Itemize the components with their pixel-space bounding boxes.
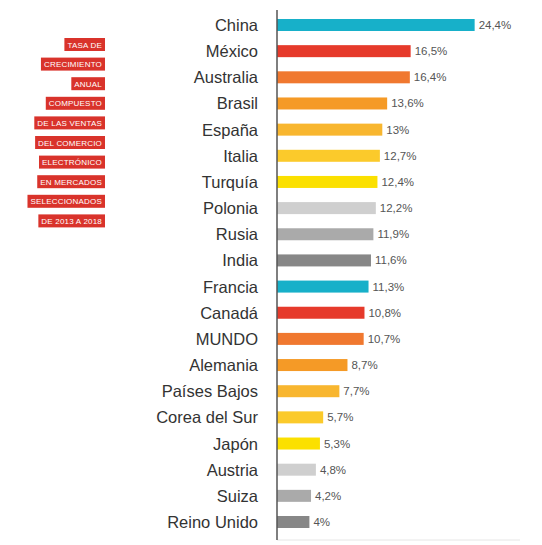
bar xyxy=(277,228,373,240)
title-box xyxy=(37,175,105,188)
bar xyxy=(277,516,309,528)
category-label: Italia xyxy=(223,147,259,165)
data-label: 10,7% xyxy=(368,333,401,345)
category-label: Rusia xyxy=(216,225,259,243)
data-label: 4,2% xyxy=(315,490,341,502)
data-label: 13% xyxy=(386,124,409,136)
title-box xyxy=(41,58,105,71)
bar xyxy=(277,19,475,31)
title-line: TASA DE xyxy=(67,41,102,50)
title-box xyxy=(39,156,105,169)
title-line: CRECIMIENTO xyxy=(44,60,102,69)
chart: TASA DE CRECIMIENTO ANUAL COMPUESTO DE LAS V… xyxy=(0,0,542,545)
data-label: 12,7% xyxy=(384,150,417,162)
data-label: 11,3% xyxy=(373,281,405,293)
category-label: Suiza xyxy=(217,487,259,505)
data-label: 11,9% xyxy=(377,228,409,240)
bar xyxy=(277,124,382,136)
data-label: 4% xyxy=(313,516,330,528)
category-label: Corea del Sur xyxy=(156,408,258,426)
bar xyxy=(277,45,411,57)
bar xyxy=(277,281,369,293)
data-label: 5,3% xyxy=(324,438,350,450)
title-box xyxy=(38,214,105,227)
title-line: DE 2013 A 2018 xyxy=(41,217,102,226)
title-box xyxy=(46,97,105,110)
title-box xyxy=(64,38,105,51)
bars xyxy=(277,19,475,528)
bar xyxy=(277,490,311,502)
x-axis-line xyxy=(277,540,520,541)
title-line: COMPUESTO xyxy=(49,99,102,108)
category-label: Japón xyxy=(213,435,258,453)
category-label: India xyxy=(222,251,259,269)
bar xyxy=(277,71,410,83)
data-label: 24,4% xyxy=(479,19,512,31)
title-line: ELECTRÓNICO xyxy=(42,158,102,167)
title-box xyxy=(27,195,105,208)
title-line: DEL COMERCIO xyxy=(38,139,102,148)
title-block: TASA DE CRECIMIENTO ANUAL COMPUESTO DE LAS V… xyxy=(27,38,105,227)
labels: 24,4% 16,5% 16,4% 13,6% 13% 12,7% 12,4% 12,2% 11… xyxy=(156,16,511,531)
data-label: 4,8% xyxy=(320,464,346,476)
bar xyxy=(277,307,364,319)
data-label: 8,7% xyxy=(351,359,377,371)
category-label: Reino Unido xyxy=(167,513,258,531)
title-box xyxy=(35,136,105,149)
bar xyxy=(277,333,364,345)
category-label: China xyxy=(215,16,259,34)
category-label: España xyxy=(202,121,259,139)
bar xyxy=(277,97,387,109)
bar xyxy=(277,150,380,162)
data-label: 16,4% xyxy=(414,71,447,83)
y-axis-line xyxy=(276,10,278,540)
category-label: Canadá xyxy=(200,304,259,322)
bar xyxy=(277,176,377,188)
bar xyxy=(277,202,376,214)
bar xyxy=(277,385,339,397)
data-label: 12,4% xyxy=(381,176,414,188)
title-line: SELECCIONADOS xyxy=(30,197,102,206)
category-label: México xyxy=(206,42,258,60)
bar xyxy=(277,464,316,476)
bar xyxy=(277,359,347,371)
data-label: 11,6% xyxy=(375,254,407,266)
category-label: Polonia xyxy=(203,199,259,217)
data-label: 12,2% xyxy=(380,202,413,214)
bar xyxy=(277,254,371,266)
bar xyxy=(277,438,320,450)
title-line: ANUAL xyxy=(74,80,102,89)
category-label: Turquía xyxy=(202,173,259,191)
category-label: MUNDO xyxy=(196,330,258,348)
category-label: Austria xyxy=(207,461,259,479)
category-label: Alemania xyxy=(189,356,259,374)
category-label: Australia xyxy=(194,68,259,86)
title-line: EN MERCADOS xyxy=(40,178,102,187)
category-label: Francia xyxy=(203,278,259,296)
data-label: 7,7% xyxy=(343,385,369,397)
title-box xyxy=(34,116,105,129)
category-label: Países Bajos xyxy=(162,382,258,400)
title-line: DE LAS VENTAS xyxy=(37,119,102,128)
data-label: 13,6% xyxy=(391,97,424,109)
data-label: 10,8% xyxy=(368,307,401,319)
data-label: 16,5% xyxy=(415,45,448,57)
category-label: Brasil xyxy=(217,94,258,112)
data-label: 5,7% xyxy=(327,411,353,423)
title-box xyxy=(71,77,105,90)
bar xyxy=(277,411,323,423)
